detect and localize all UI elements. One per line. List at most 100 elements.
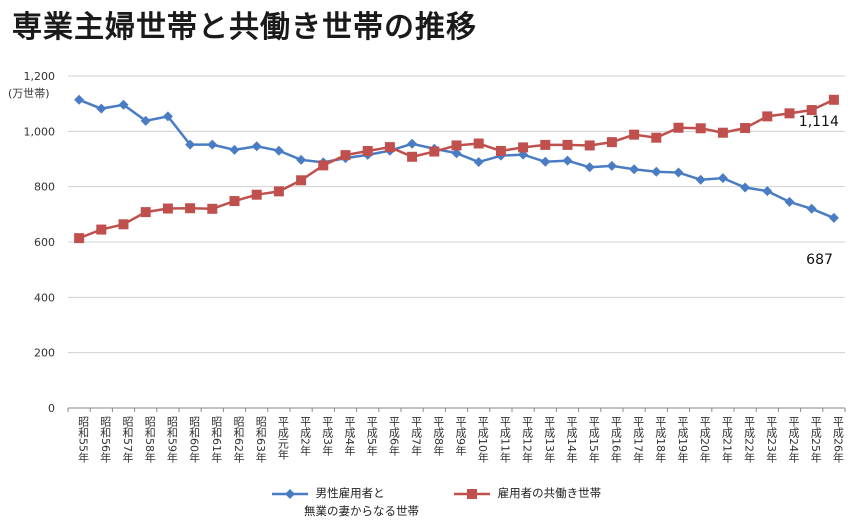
x-tick-label: 平成20年 bbox=[698, 416, 711, 463]
data-point-diamond bbox=[740, 182, 751, 193]
data-point-diamond bbox=[651, 166, 662, 177]
x-tick-label: 平成18年 bbox=[654, 416, 667, 463]
data-point-square bbox=[229, 196, 240, 207]
data-point-square bbox=[584, 140, 595, 151]
data-point-diamond bbox=[784, 196, 795, 207]
series-line-0 bbox=[78, 98, 835, 220]
x-tick-label: 平成21年 bbox=[720, 416, 733, 463]
data-point-diamond bbox=[695, 174, 706, 185]
data-point-diamond bbox=[74, 94, 85, 105]
data-point-square bbox=[74, 233, 85, 244]
data-point-square bbox=[606, 137, 617, 148]
data-point-diamond bbox=[162, 111, 173, 122]
data-point-square bbox=[429, 146, 440, 157]
data-point-diamond bbox=[296, 154, 307, 165]
data-point-square bbox=[296, 175, 307, 186]
data-point-square bbox=[407, 151, 418, 162]
data-point-diamond bbox=[540, 156, 551, 167]
data-point-square bbox=[717, 127, 728, 138]
x-tick-label: 平成6年 bbox=[387, 416, 400, 456]
data-point-square bbox=[451, 140, 462, 151]
x-tick-label: 平成2年 bbox=[299, 416, 312, 456]
series-line-1 bbox=[78, 98, 835, 240]
x-tick-label: 平成19年 bbox=[676, 416, 689, 463]
x-tick-label: 昭和62年 bbox=[232, 416, 245, 463]
end-data-label: 687 bbox=[806, 252, 833, 268]
data-point-diamond bbox=[451, 148, 462, 159]
x-tick-label: 平成11年 bbox=[498, 416, 511, 463]
data-point-diamond bbox=[584, 162, 595, 173]
x-tick-label: 平成7年 bbox=[410, 416, 423, 456]
data-point-square bbox=[828, 94, 839, 105]
x-tick-label: 昭和61年 bbox=[210, 416, 223, 463]
x-tick-label: 平成3年 bbox=[321, 416, 334, 456]
data-point-square bbox=[495, 145, 506, 156]
x-tick-label: 昭和57年 bbox=[121, 416, 134, 463]
data-point-diamond bbox=[473, 157, 484, 168]
data-point-square bbox=[806, 105, 817, 116]
legend-item-housewife: 男性雇用者と 無業の妻からなる世帯 bbox=[272, 485, 419, 519]
data-point-diamond bbox=[762, 186, 773, 197]
x-tick-label: 昭和56年 bbox=[99, 416, 112, 463]
data-point-square bbox=[273, 186, 284, 197]
data-point-diamond bbox=[629, 164, 640, 175]
x-tick-label: 平成23年 bbox=[765, 416, 778, 463]
data-point-square bbox=[762, 111, 773, 122]
data-point-square bbox=[629, 129, 640, 140]
data-point-square bbox=[384, 142, 395, 153]
data-point-diamond bbox=[407, 138, 418, 149]
x-tick-label: 平成5年 bbox=[365, 416, 378, 456]
data-point-diamond bbox=[118, 99, 129, 110]
x-tick-label: 平成22年 bbox=[743, 416, 756, 463]
legend-marker-red bbox=[454, 488, 490, 499]
data-point-diamond bbox=[673, 167, 684, 178]
x-tick-label: 平成24年 bbox=[787, 416, 800, 463]
x-tick-label: 昭和63年 bbox=[254, 416, 267, 463]
x-tick-label: 平成9年 bbox=[454, 416, 467, 456]
data-point-square bbox=[362, 145, 373, 156]
data-point-square bbox=[162, 203, 173, 214]
legend-label-housewife-2: 無業の妻からなる世帯 bbox=[304, 504, 419, 518]
data-point-square bbox=[784, 108, 795, 119]
data-point-square bbox=[540, 139, 551, 150]
data-point-square bbox=[740, 123, 751, 134]
x-tick-label: 平成16年 bbox=[609, 416, 622, 463]
x-tick-label: 平成15年 bbox=[587, 416, 600, 463]
data-point-square bbox=[96, 224, 107, 235]
x-tick-label: 昭和58年 bbox=[143, 416, 156, 463]
x-tick-label: 平成12年 bbox=[521, 416, 534, 463]
y-axis-unit: (万世帯) bbox=[8, 87, 50, 100]
legend-item-dualincome: 雇用者の共働き世帯 bbox=[454, 485, 601, 501]
data-point-square bbox=[473, 138, 484, 149]
data-point-square bbox=[518, 142, 529, 153]
y-tick-label: 200 bbox=[34, 347, 55, 360]
x-tick-label: 平成13年 bbox=[543, 416, 556, 463]
chart-title: 専業主婦世帯と共働き世帯の推移 bbox=[12, 10, 477, 45]
x-tick-label: 平成4年 bbox=[343, 416, 356, 456]
data-point-diamond bbox=[96, 103, 107, 114]
data-point-diamond bbox=[606, 160, 617, 171]
x-tick-label: 昭和60年 bbox=[188, 416, 201, 463]
data-point-square bbox=[251, 189, 262, 200]
end-data-label: 1,114 bbox=[799, 114, 839, 130]
data-point-diamond bbox=[806, 203, 817, 214]
legend-label-housewife-1: 男性雇用者と bbox=[315, 486, 385, 500]
data-point-square bbox=[562, 139, 573, 150]
x-tick-label: 平成8年 bbox=[432, 416, 445, 456]
data-point-diamond bbox=[717, 173, 728, 184]
data-point-diamond bbox=[251, 141, 262, 152]
y-tick-label: 600 bbox=[34, 236, 55, 249]
x-tick-label: 平成14年 bbox=[565, 416, 578, 463]
data-point-square bbox=[340, 150, 351, 161]
data-point-diamond bbox=[185, 139, 196, 150]
data-point-square bbox=[185, 203, 196, 214]
y-tick-label: 0 bbox=[48, 402, 55, 415]
x-tick-label: 平成25年 bbox=[809, 416, 822, 463]
data-point-diamond bbox=[229, 144, 240, 155]
x-tick-label: 平成17年 bbox=[632, 416, 645, 463]
y-tick-label: 1,200 bbox=[24, 70, 56, 83]
y-tick-label: 400 bbox=[34, 291, 55, 304]
x-tick-label: 平成26年 bbox=[831, 416, 844, 463]
data-point-diamond bbox=[273, 145, 284, 156]
data-point-diamond bbox=[140, 115, 151, 126]
